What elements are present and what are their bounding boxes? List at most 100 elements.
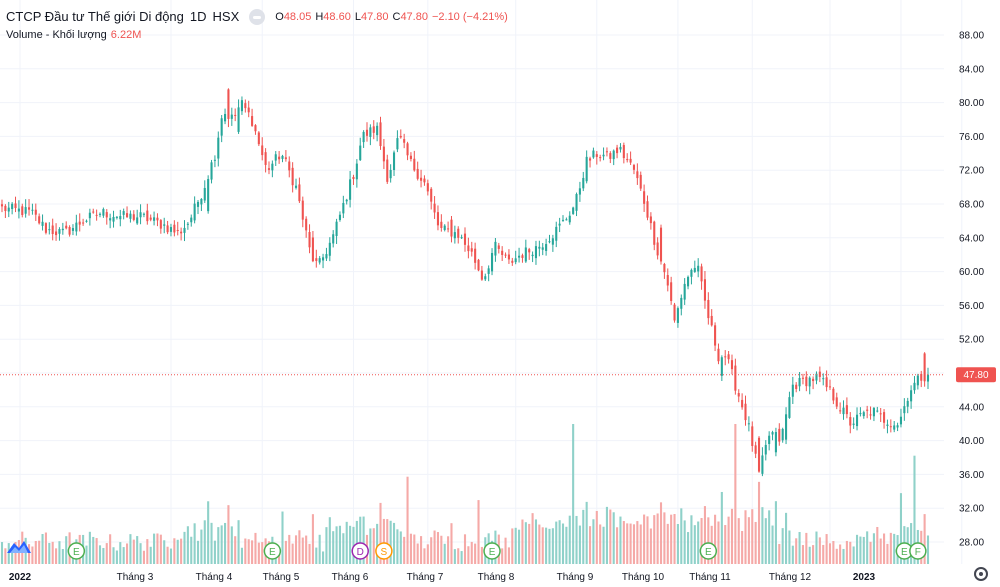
event-marker[interactable]: F [909, 542, 927, 560]
candle-body [673, 304, 676, 321]
event-marker-circle [909, 542, 927, 560]
candle-body [629, 158, 632, 163]
candle-body [828, 386, 832, 388]
event-marker[interactable]: E [263, 542, 282, 560]
candle-body [896, 425, 899, 428]
volume-bar [778, 543, 781, 564]
volume-bar [443, 543, 446, 564]
candle-body [866, 409, 869, 411]
volume-bar [315, 547, 318, 564]
volume-bar [176, 539, 179, 564]
candle-body [724, 356, 727, 358]
volume-bar [585, 501, 588, 564]
volume-bar [744, 510, 747, 564]
volume-bar [653, 515, 656, 564]
candle-body [531, 254, 534, 257]
volume-bar [926, 535, 930, 564]
candle-body [501, 250, 504, 255]
price-axis: 88.00 84.00 80.00 76.00 72.00 68.00 64.00 60.00… [959, 31, 984, 549]
volume-bar [14, 542, 17, 564]
event-marker[interactable]: D [351, 542, 369, 560]
candle-body [288, 161, 291, 171]
candle-body [903, 406, 906, 414]
candle-body [548, 241, 551, 243]
candle-body [588, 158, 592, 161]
volume-bar [430, 537, 433, 564]
candle-body [717, 348, 720, 362]
volume-bar [386, 519, 389, 564]
candle-body [578, 188, 581, 195]
candle-body [267, 168, 271, 170]
candle-body [849, 417, 852, 426]
candle-body [507, 254, 510, 260]
candle-body [14, 203, 17, 209]
volume-bar [659, 502, 663, 564]
volume-bar [305, 535, 308, 564]
volume-bar [883, 533, 886, 564]
volume-bar [122, 547, 125, 564]
candle-body [785, 414, 788, 440]
high-label: H [315, 11, 324, 23]
candle-body [845, 405, 848, 415]
candle-body [893, 425, 896, 430]
volume-bar [230, 526, 233, 564]
volume-bar [0, 542, 4, 564]
event-marker[interactable]: E [67, 542, 86, 560]
candle-body [82, 222, 85, 224]
volume-bar [751, 509, 754, 564]
symbol-name[interactable]: CTCP Đầu tư Thế giới Di động [6, 9, 184, 24]
candle-body [315, 258, 318, 261]
candle-body [757, 437, 761, 472]
candle-body [612, 150, 615, 160]
change-value: −2.10 (−4.21%) [431, 11, 508, 23]
volume-bar [700, 518, 703, 564]
candle-body [291, 167, 294, 186]
event-marker[interactable]: E [699, 542, 718, 560]
volume-bar [663, 512, 666, 564]
candle-body [105, 212, 108, 218]
candle-body [48, 229, 51, 231]
eye-icon[interactable] [249, 9, 266, 25]
candle-body [132, 214, 135, 220]
event-marker[interactable]: S [375, 542, 393, 560]
candle-body [58, 229, 61, 234]
candle-body [825, 377, 828, 388]
candle-body [305, 218, 308, 231]
volume-bar [173, 538, 176, 564]
volume-bar [616, 527, 619, 564]
candle-body [541, 247, 544, 250]
settings-gear-icon[interactable] [974, 567, 988, 581]
candle-body [257, 132, 260, 145]
volume-bar [747, 517, 750, 564]
event-marker[interactable]: E [483, 542, 501, 560]
volume-bar [338, 525, 342, 564]
candle-body [626, 158, 629, 161]
volume-bar [859, 536, 862, 564]
candle-body [521, 255, 524, 258]
volume-bar [572, 424, 575, 564]
event-marker-circle [483, 542, 501, 560]
volume-bar [474, 543, 477, 564]
candle-body [605, 151, 608, 153]
tradingview-logo-icon[interactable] [6, 537, 32, 555]
volume-bar [349, 525, 352, 564]
volume-bar [764, 518, 767, 564]
volume-bar [48, 542, 51, 564]
exchange[interactable]: HSX [212, 9, 240, 24]
volume-bar [382, 518, 385, 564]
candlesticks [0, 88, 930, 477]
volume-label[interactable]: Volume - Khối lượng [6, 29, 107, 41]
volume-bar [815, 531, 818, 564]
volume-bar [781, 528, 784, 564]
candle-body [173, 224, 176, 233]
volume-bar [825, 534, 828, 564]
volume-bar [551, 528, 554, 564]
event-marker-label: E [901, 547, 908, 558]
event-marker[interactable]: E [895, 542, 914, 560]
volume-bar [808, 546, 811, 564]
candle-body [433, 203, 436, 213]
candle-body [318, 258, 321, 263]
timeframe[interactable]: 1D [189, 9, 207, 24]
volume-bar [656, 513, 659, 564]
